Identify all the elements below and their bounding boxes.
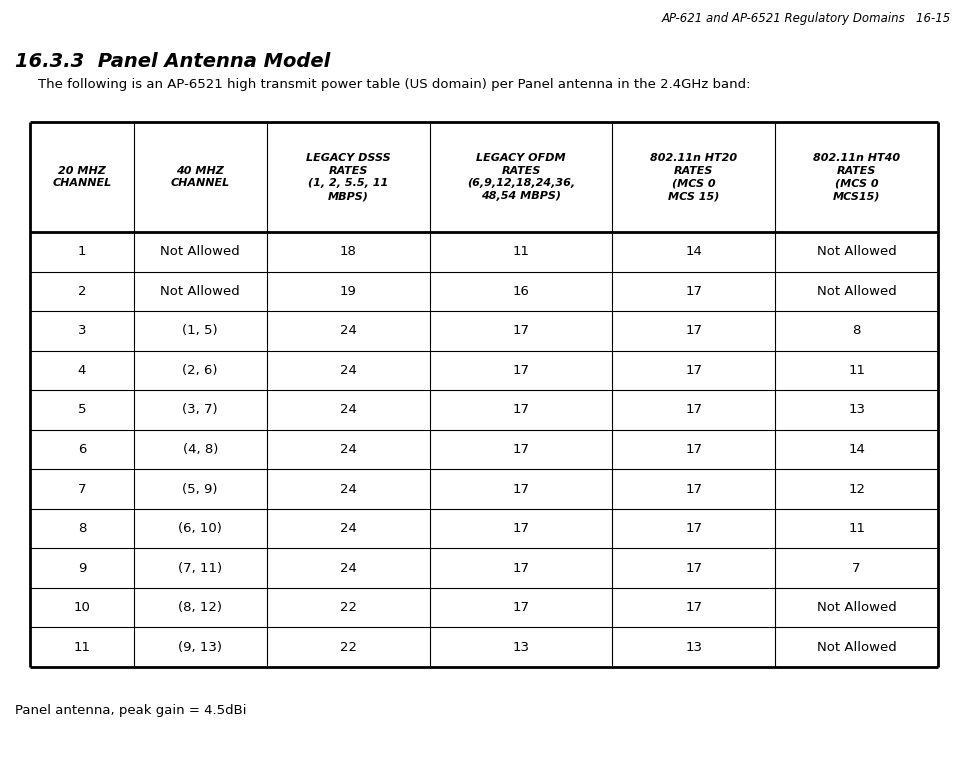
Text: Not Allowed: Not Allowed xyxy=(817,245,897,258)
Text: 24: 24 xyxy=(339,364,357,377)
Text: 19: 19 xyxy=(339,285,357,298)
Text: 17: 17 xyxy=(512,562,529,575)
Text: 7: 7 xyxy=(853,562,861,575)
Text: (3, 7): (3, 7) xyxy=(182,403,218,417)
Text: 11: 11 xyxy=(848,364,865,377)
Text: 17: 17 xyxy=(512,364,529,377)
Text: 18: 18 xyxy=(339,245,357,258)
Text: 13: 13 xyxy=(848,403,865,417)
Text: The following is an AP-6521 high transmit power table (US domain) per Panel ante: The following is an AP-6521 high transmi… xyxy=(38,78,751,91)
Text: 11: 11 xyxy=(848,522,865,535)
Text: Not Allowed: Not Allowed xyxy=(160,285,240,298)
Text: 17: 17 xyxy=(686,562,702,575)
Text: (4, 8): (4, 8) xyxy=(182,443,218,456)
Text: 24: 24 xyxy=(339,443,357,456)
Text: 17: 17 xyxy=(686,482,702,495)
Text: (7, 11): (7, 11) xyxy=(178,562,222,575)
Text: 8: 8 xyxy=(78,522,86,535)
Text: 22: 22 xyxy=(339,641,357,654)
Text: (1, 5): (1, 5) xyxy=(182,325,218,338)
Text: 17: 17 xyxy=(512,482,529,495)
Text: 17: 17 xyxy=(512,601,529,614)
Text: 20 MHZ
CHANNEL: 20 MHZ CHANNEL xyxy=(52,165,111,188)
Text: 17: 17 xyxy=(512,522,529,535)
Text: (6, 10): (6, 10) xyxy=(178,522,222,535)
Text: 17: 17 xyxy=(686,364,702,377)
Text: 10: 10 xyxy=(74,601,90,614)
Text: 7: 7 xyxy=(78,482,86,495)
Text: 24: 24 xyxy=(339,522,357,535)
Text: 24: 24 xyxy=(339,562,357,575)
Text: 24: 24 xyxy=(339,325,357,338)
Text: 2: 2 xyxy=(78,285,86,298)
Text: 11: 11 xyxy=(73,641,90,654)
Text: 17: 17 xyxy=(686,403,702,417)
Text: 6: 6 xyxy=(78,443,86,456)
Text: Not Allowed: Not Allowed xyxy=(160,245,240,258)
Text: LEGACY OFDM
RATES
(6,9,12,18,24,36,
48,54 MBPS): LEGACY OFDM RATES (6,9,12,18,24,36, 48,5… xyxy=(467,153,575,201)
Text: 802.11n HT40
RATES
(MCS 0
MCS15): 802.11n HT40 RATES (MCS 0 MCS15) xyxy=(813,153,901,201)
Text: Not Allowed: Not Allowed xyxy=(817,641,897,654)
Text: 17: 17 xyxy=(512,403,529,417)
Text: 802.11n HT20
RATES
(MCS 0
MCS 15): 802.11n HT20 RATES (MCS 0 MCS 15) xyxy=(650,153,737,201)
Text: (8, 12): (8, 12) xyxy=(178,601,222,614)
Text: 13: 13 xyxy=(512,641,529,654)
Text: 24: 24 xyxy=(339,403,357,417)
Text: 17: 17 xyxy=(512,443,529,456)
Text: 5: 5 xyxy=(78,403,86,417)
Text: 11: 11 xyxy=(512,245,529,258)
Text: 14: 14 xyxy=(848,443,865,456)
Text: 13: 13 xyxy=(686,641,702,654)
Text: 17: 17 xyxy=(686,285,702,298)
Text: (5, 9): (5, 9) xyxy=(182,482,218,495)
Text: Not Allowed: Not Allowed xyxy=(817,601,897,614)
Text: 3: 3 xyxy=(78,325,86,338)
Text: 17: 17 xyxy=(686,325,702,338)
Text: 24: 24 xyxy=(339,482,357,495)
Text: 8: 8 xyxy=(853,325,861,338)
Text: 16: 16 xyxy=(512,285,529,298)
Text: 22: 22 xyxy=(339,601,357,614)
Text: 17: 17 xyxy=(686,443,702,456)
Text: Panel antenna, peak gain = 4.5dBi: Panel antenna, peak gain = 4.5dBi xyxy=(15,704,246,717)
Text: 9: 9 xyxy=(78,562,86,575)
Text: 16.3.3  Panel Antenna Model: 16.3.3 Panel Antenna Model xyxy=(15,52,330,71)
Text: 40 MHZ
CHANNEL: 40 MHZ CHANNEL xyxy=(171,165,230,188)
Text: 17: 17 xyxy=(686,522,702,535)
Text: 14: 14 xyxy=(686,245,702,258)
Text: LEGACY DSSS
RATES
(1, 2, 5.5, 11
MBPS): LEGACY DSSS RATES (1, 2, 5.5, 11 MBPS) xyxy=(306,153,390,201)
Text: 17: 17 xyxy=(686,601,702,614)
Text: (2, 6): (2, 6) xyxy=(182,364,218,377)
Text: 12: 12 xyxy=(848,482,865,495)
Text: 4: 4 xyxy=(78,364,86,377)
Text: 17: 17 xyxy=(512,325,529,338)
Text: AP-621 and AP-6521 Regulatory Domains   16-15: AP-621 and AP-6521 Regulatory Domains 16… xyxy=(662,12,951,25)
Text: Not Allowed: Not Allowed xyxy=(817,285,897,298)
Text: 1: 1 xyxy=(78,245,86,258)
Text: (9, 13): (9, 13) xyxy=(178,641,222,654)
